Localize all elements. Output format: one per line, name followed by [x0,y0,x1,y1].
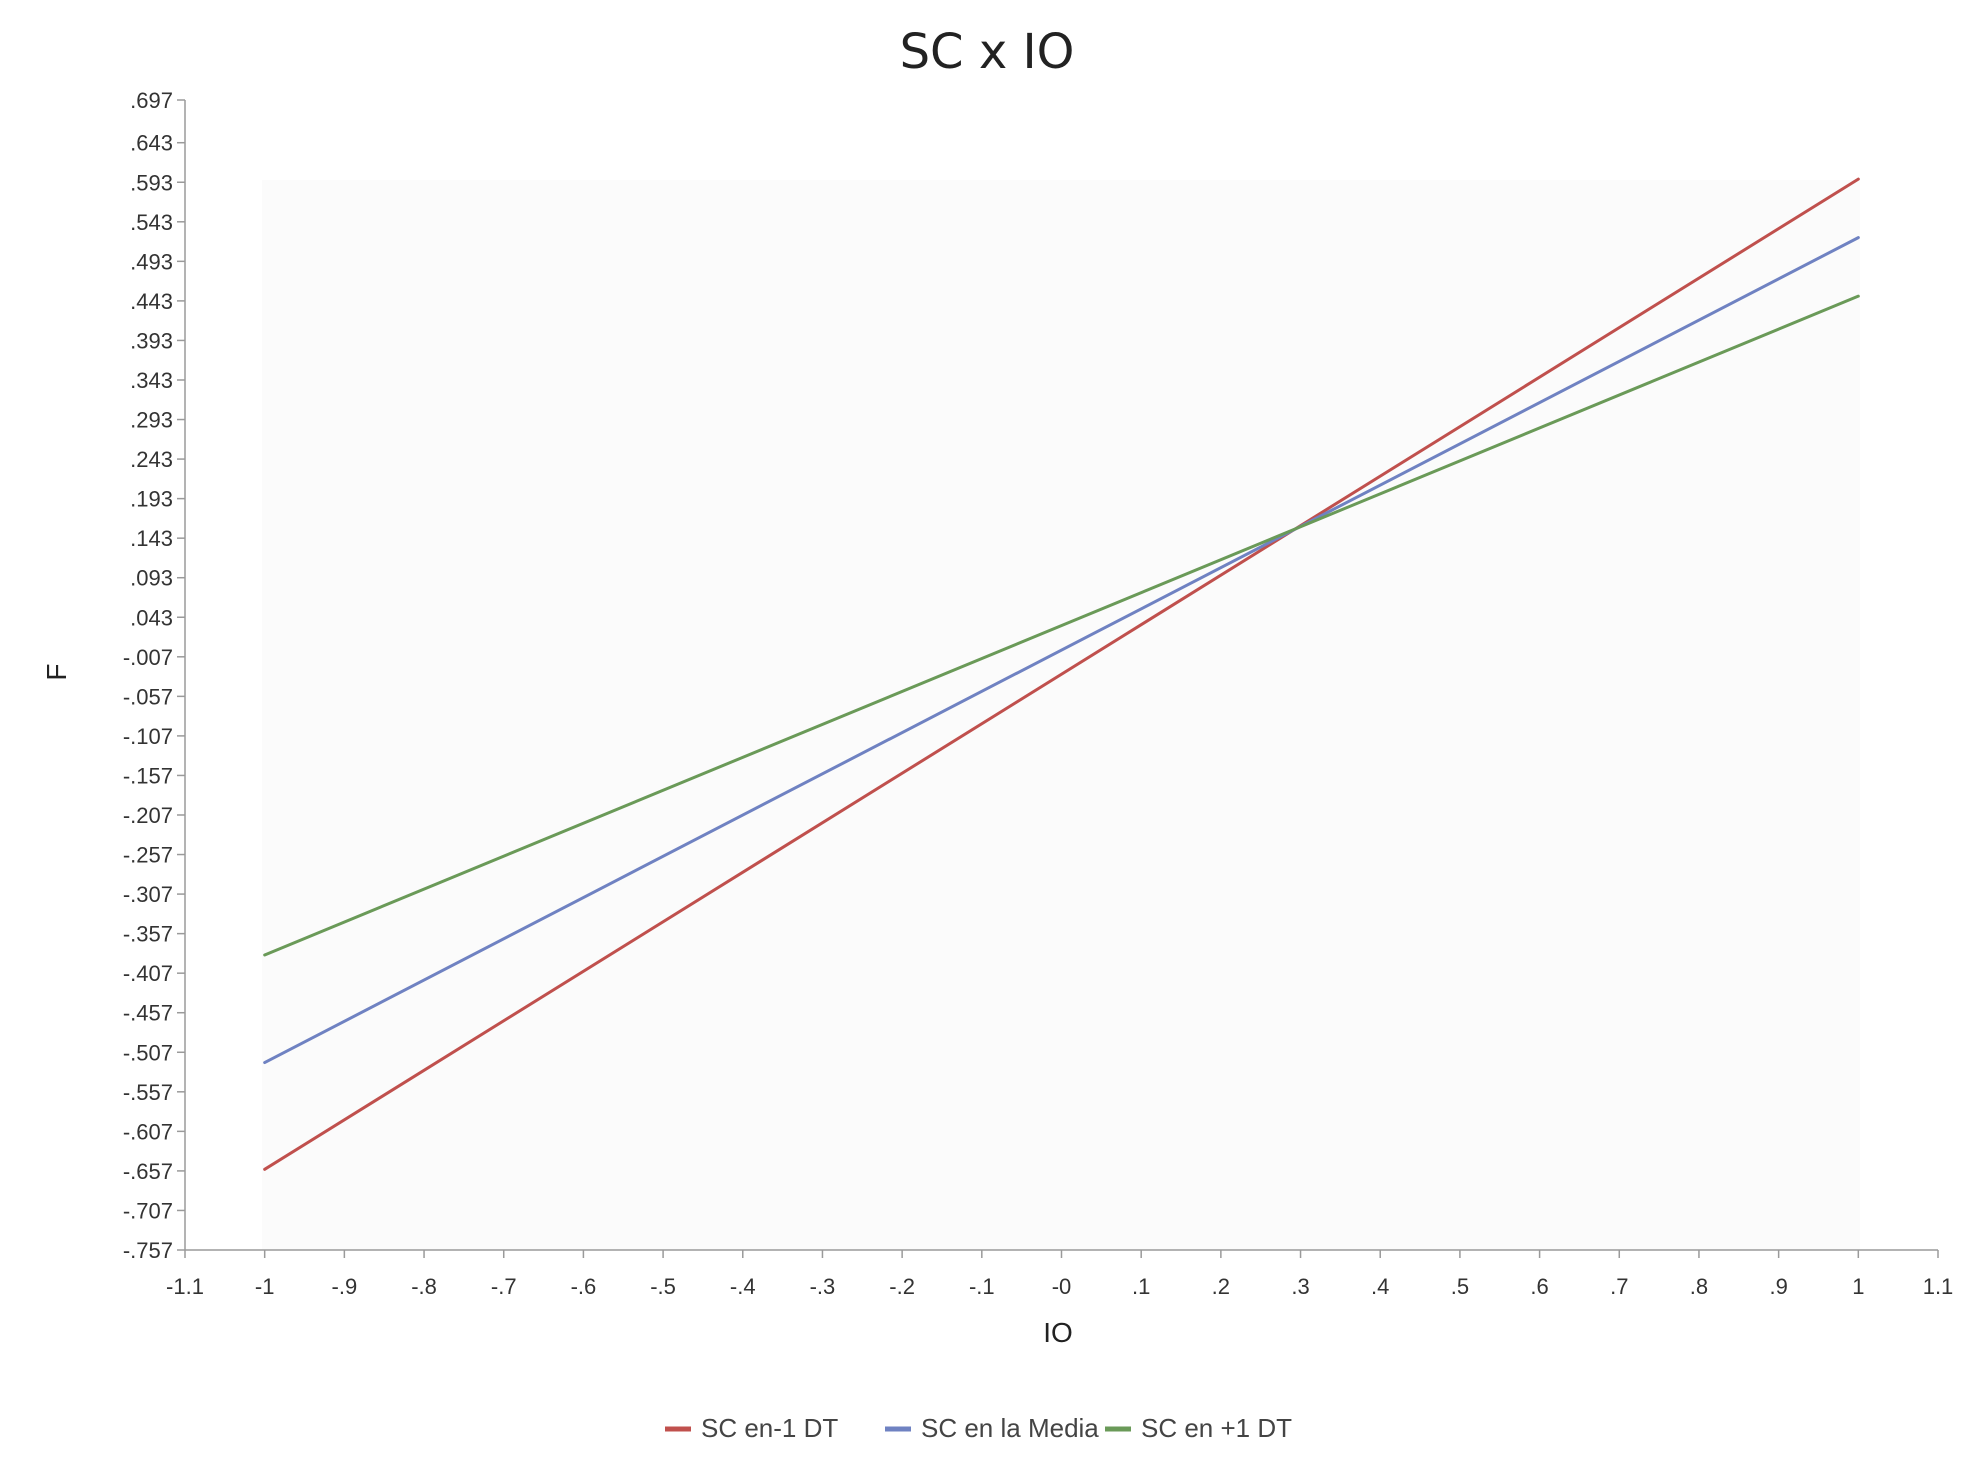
x-tick-label: -.1 [969,1274,995,1299]
x-tick-label: .7 [1610,1274,1628,1299]
y-tick-label: .293 [130,408,173,433]
y-tick-label: .143 [130,526,173,551]
x-tick-label: -.5 [650,1274,676,1299]
x-tick-label: -.4 [730,1274,756,1299]
y-tick-label: -.407 [123,961,173,986]
x-tick-label: -.7 [491,1274,517,1299]
y-tick-label: .593 [130,170,173,195]
series-lines [263,177,1860,1171]
y-tick-label: .193 [130,487,173,512]
x-tick-label: -1 [255,1274,275,1299]
legend-label-3: SC en +1 DT [1141,1413,1292,1443]
y-tick-label: -.757 [123,1238,173,1263]
y-tick-label: -.157 [123,763,173,788]
y-tick-label: .343 [130,368,173,393]
y-tick-label: -.357 [123,922,173,947]
x-tick-label: -.9 [332,1274,358,1299]
y-tick-label: -.707 [123,1198,173,1223]
y-tick-label: .643 [130,131,173,156]
y-axis-label: F [41,663,72,680]
y-tick-label: -.257 [123,843,173,868]
series-line-1 [263,177,1860,1171]
x-tick-label: -1.1 [166,1274,204,1299]
x-tick-label: -.8 [411,1274,437,1299]
legend: SC en-1 DT SC en la Media SC en +1 DT [665,1413,1292,1443]
legend-label-1: SC en-1 DT [701,1413,838,1443]
y-tick-label: .093 [130,566,173,591]
axes: .697 .643 .593 .543 .493 .443 .393 .343 .293 .243… [123,88,1953,1299]
y-tick-label: -.507 [123,1040,173,1065]
x-tick-label: .6 [1530,1274,1548,1299]
y-tick-label: -.107 [123,724,173,749]
y-tick-label: -.657 [123,1159,173,1184]
x-tick-label: .9 [1769,1274,1787,1299]
y-tick-label: -.607 [123,1119,173,1144]
x-tick-label: -.2 [889,1274,915,1299]
y-tick-label: .443 [130,289,173,314]
x-tick-label: -0 [1052,1274,1072,1299]
x-tick-label: -.3 [810,1274,836,1299]
x-tick-label: .8 [1690,1274,1708,1299]
y-tick-label: -.457 [123,1001,173,1026]
series-line-3 [263,294,1860,957]
y-tick-label: -.057 [123,684,173,709]
y-tick-label: .043 [130,605,173,630]
x-tick-label: .1 [1132,1274,1150,1299]
y-tick-label: .493 [130,249,173,274]
x-axis-label: IO [1043,1317,1073,1348]
legend-label-2: SC en la Media [921,1413,1099,1443]
y-tick-label: -.307 [123,882,173,907]
y-tick-label: .697 [130,88,173,113]
x-tick-label: 1.1 [1923,1274,1954,1299]
x-tick-label: .3 [1291,1274,1309,1299]
y-tick-label: .393 [130,328,173,353]
x-tick-label: .2 [1212,1274,1230,1299]
y-tick-label: -.007 [123,645,173,670]
y-tick-label: .543 [130,210,173,235]
y-tick-label: -.207 [123,803,173,828]
x-tick-label: .4 [1371,1274,1389,1299]
y-tick-label: -.557 [123,1080,173,1105]
series-line-2 [263,236,1860,1065]
y-tick-label: .243 [130,447,173,472]
x-tick-label: -.6 [571,1274,597,1299]
plot-area [262,180,1860,1250]
x-tick-label: 1 [1852,1274,1864,1299]
chart-title: SC x IO [900,24,1075,80]
x-tick-label: .5 [1451,1274,1469,1299]
